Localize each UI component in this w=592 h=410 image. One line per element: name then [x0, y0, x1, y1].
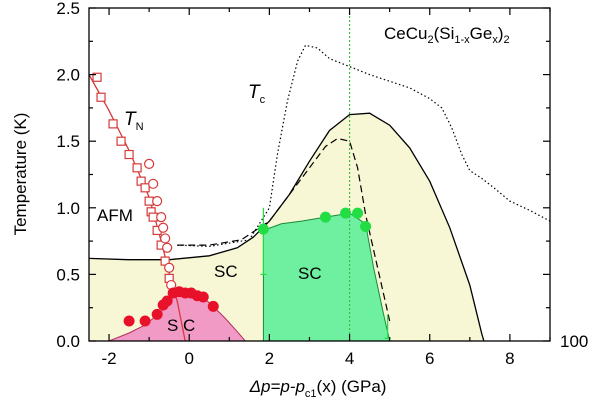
y-tick-label: 1.5 — [56, 132, 80, 151]
tc-dashed-curve — [177, 137, 391, 322]
tn-circle-point — [160, 233, 171, 244]
x-tick-label: -2 — [101, 349, 116, 368]
sc-label-lower: S C — [167, 316, 195, 335]
tn-square-point — [116, 136, 126, 146]
tn-square-point — [96, 92, 106, 102]
tn-circle-point — [144, 158, 155, 169]
right-axis-label: 100 — [560, 332, 588, 351]
y-tick-label: 0.5 — [56, 265, 80, 284]
sc2-point — [320, 211, 332, 223]
sc2-point — [352, 207, 364, 219]
tn-circle-point — [162, 242, 173, 253]
x-tick-label: 2 — [265, 349, 274, 368]
sc2-point — [340, 207, 352, 219]
sc2-point — [360, 220, 372, 232]
sc2-point — [257, 223, 269, 235]
afm-label: AFM — [97, 206, 133, 225]
tn-square-point — [144, 196, 154, 206]
tc-label: Tc — [248, 82, 266, 106]
x-axis-title-sub: c1 — [305, 388, 317, 400]
x-tick-label: 6 — [425, 349, 434, 368]
sc1-point — [123, 315, 135, 327]
x-tick-label: 4 — [345, 349, 354, 368]
tn-circle-point — [156, 212, 167, 223]
tn-circle-point — [164, 262, 175, 273]
x-tick-label: 8 — [505, 349, 514, 368]
tn-square-point — [132, 163, 142, 173]
tn-circle-point — [148, 178, 159, 189]
tn-circle-point — [158, 222, 169, 233]
compound-formula: CeCu2(Si1-xGex)2 — [384, 24, 510, 46]
y-tick-label: 2.5 — [56, 0, 80, 18]
y-tick-label: 1.0 — [56, 199, 80, 218]
sc1-point — [151, 308, 163, 320]
sc1-point — [207, 300, 219, 312]
y-tick-label: 0.0 — [56, 332, 80, 351]
sc1-point — [197, 291, 209, 303]
tn-square-point — [92, 72, 102, 82]
y-tick-label: 2.0 — [56, 66, 80, 85]
tc-solid-curve — [89, 112, 485, 341]
tn-square-point — [140, 183, 150, 193]
tn-square-point — [108, 119, 118, 129]
tn-square-point — [124, 149, 134, 160]
sc1-point — [161, 295, 173, 307]
x-axis-title-main: Δp=p-p — [249, 377, 305, 396]
x-axis-title-tail: (x) (GPa) — [317, 377, 387, 396]
x-tick-label: 0 — [184, 349, 193, 368]
sc-label-center: SC — [298, 264, 322, 283]
sc1-point — [139, 315, 151, 327]
y-axis-title: Temperature (K) — [11, 113, 30, 236]
tn-circle-point — [152, 196, 163, 207]
tn-label: TN — [124, 109, 144, 133]
x-axis-title: Δp=p-pc1(x) (GPa) — [249, 377, 387, 400]
sc-label-left: SC — [214, 262, 238, 281]
tn-square-point — [148, 212, 158, 222]
